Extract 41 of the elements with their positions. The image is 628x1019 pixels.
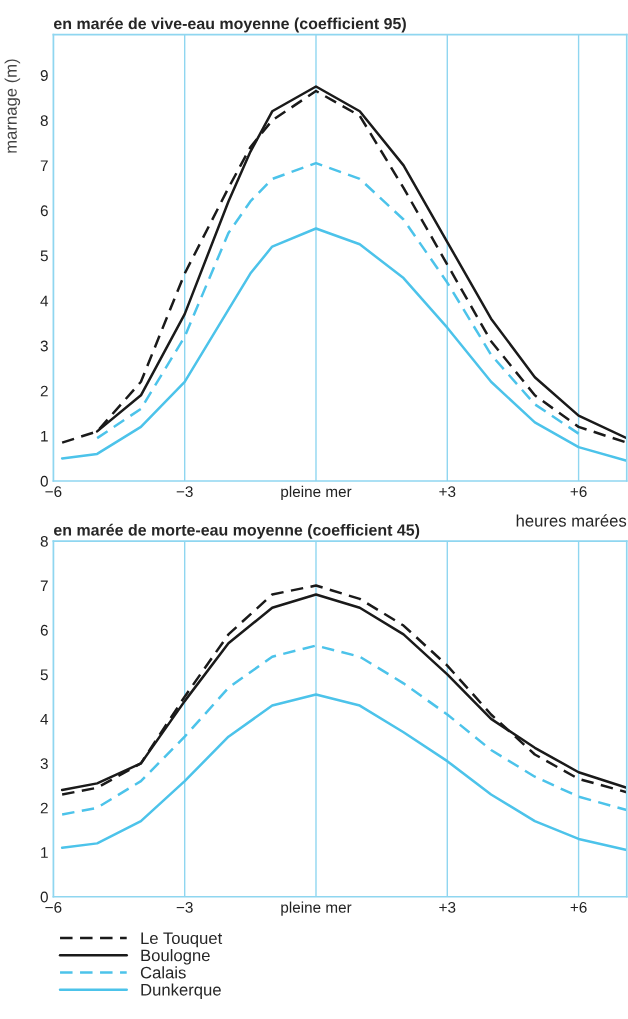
- y-tick-label: 1: [41, 847, 48, 858]
- x-tick-label: pleine mer: [281, 901, 352, 916]
- x-tick-label: +6: [570, 486, 587, 498]
- x-axis-title: heures marées: [516, 514, 627, 527]
- chart-title: en marée de morte-eau moyenne (coefficient 45): [54, 523, 420, 539]
- y-tick-label: 9: [40, 70, 48, 81]
- x-tick-label: −3: [176, 901, 193, 913]
- x-tick-label: −6: [45, 486, 62, 498]
- chart-title: en marée de vive-eau moyenne (coefficient 95): [54, 17, 406, 33]
- y-tick-label: 2: [40, 802, 48, 814]
- y-tick-label: 3: [40, 340, 48, 352]
- legend-label: Dunkerque: [141, 983, 221, 999]
- line-series: [60, 693, 627, 852]
- y-tick-label: 5: [40, 669, 48, 681]
- x-tick-label: +3: [439, 486, 456, 498]
- line-series: [60, 644, 627, 816]
- y-tick-label: 7: [40, 160, 48, 171]
- y-tick-label: 8: [40, 115, 48, 126]
- y-tick-label: 6: [40, 624, 48, 636]
- legend-label: Boulogne: [141, 949, 210, 965]
- x-tick-label: −6: [45, 901, 62, 913]
- y-tick-label: 0: [40, 891, 48, 903]
- x-tick-label: +3: [439, 901, 456, 913]
- x-tick-label: −3: [176, 486, 193, 498]
- legend-label: Le Touquet: [141, 932, 223, 948]
- legend-label: Calais: [140, 966, 186, 979]
- line-series: [95, 161, 580, 440]
- y-tick-label: 4: [40, 295, 49, 307]
- x-tick-label: pleine mer: [281, 485, 352, 501]
- y-tick-label: 0: [40, 475, 48, 487]
- y-tick-label: 3: [40, 758, 48, 770]
- x-tick-label: +6: [570, 901, 587, 913]
- y-tick-label: 5: [40, 250, 48, 262]
- y-axis-title: marnage (m): [4, 59, 21, 153]
- y-tick-label: 1: [41, 430, 48, 442]
- line-series: [60, 227, 627, 462]
- y-tick-label: 6: [40, 205, 48, 217]
- y-tick-label: 4: [40, 713, 49, 725]
- y-tick-label: 8: [40, 535, 48, 547]
- y-tick-label: 7: [40, 580, 48, 592]
- y-tick-label: 2: [40, 385, 48, 397]
